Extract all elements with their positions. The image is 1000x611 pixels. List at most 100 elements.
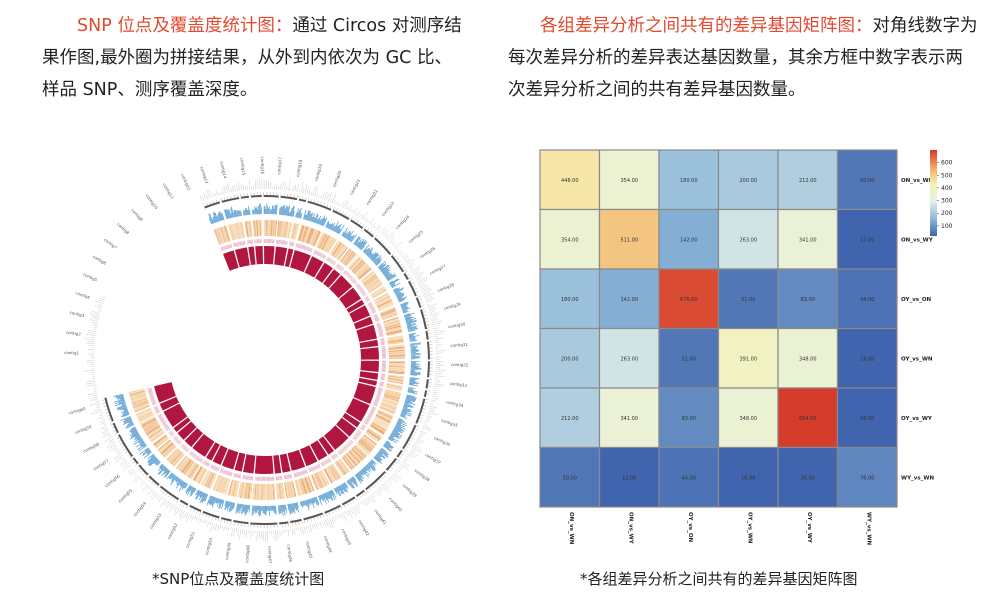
snp-bar <box>255 220 258 237</box>
outer-label-tick <box>405 457 409 461</box>
snp-bar <box>173 453 185 467</box>
snp-bar <box>373 292 389 302</box>
gc-bar <box>203 493 208 502</box>
depth-outline-tick <box>162 421 166 425</box>
gc-bar <box>334 488 338 493</box>
outer-label-tick <box>333 516 336 522</box>
gc-bar <box>215 497 218 503</box>
snp-bar <box>349 257 361 270</box>
outer-label-tick <box>329 198 332 202</box>
ideogram-tick <box>375 235 378 238</box>
outer-label-tick <box>240 184 242 191</box>
snp-bar <box>277 483 281 500</box>
gc-bar <box>180 481 185 487</box>
outer-label-tick <box>230 187 232 193</box>
depth-outline-tick <box>148 391 153 393</box>
depth-outline-tick <box>300 471 303 476</box>
ideogram-tick <box>405 271 408 274</box>
depth-outline-tick <box>358 430 362 433</box>
outer-label-tick <box>329 518 334 529</box>
contig-label: contig12 <box>180 173 192 191</box>
gc-bar <box>378 451 383 455</box>
gc-bar <box>335 224 341 233</box>
heatmap-cell-label: 50.00 <box>563 475 577 481</box>
depth-outline-tick <box>303 470 306 475</box>
ideogram-segment <box>263 195 279 198</box>
outer-label-tick <box>233 528 236 537</box>
depth-outline-tick <box>371 310 376 313</box>
depth-outline-tick <box>366 417 371 420</box>
gc-bar <box>385 441 391 445</box>
gc-bar <box>314 497 318 506</box>
depth-outline-tick <box>285 240 287 245</box>
gc-bar <box>336 487 342 496</box>
gc-bar <box>161 468 168 476</box>
ideogram-tick <box>153 483 156 487</box>
depth-outline-tick <box>156 411 161 414</box>
depth-outline-tick <box>374 317 379 320</box>
ideogram-segment <box>426 341 430 360</box>
gc-bar <box>398 299 405 303</box>
gc-bar <box>396 422 405 428</box>
gc-bar <box>368 253 373 258</box>
gc-bar <box>383 443 390 449</box>
outer-label-tick <box>297 527 299 531</box>
outer-label-tick <box>316 192 319 198</box>
outer-label-tick <box>239 529 242 540</box>
heatmap-cell <box>717 327 779 389</box>
gc-bar <box>322 218 326 226</box>
snp-bar <box>312 230 320 246</box>
depth-outline-tick <box>186 449 190 453</box>
gc-bar <box>228 209 232 219</box>
gc-bar <box>257 505 259 510</box>
depth-outline-tick <box>280 240 282 245</box>
snp-bar <box>336 245 347 260</box>
outer-label-tick <box>434 333 443 336</box>
snp-bar <box>238 481 243 498</box>
depth-outline-tick <box>294 473 296 478</box>
depth-outline-tick <box>191 453 195 457</box>
depth-outline-tick <box>377 392 382 394</box>
ideogram-tick <box>364 226 367 229</box>
outer-label-tick <box>400 254 403 257</box>
snp-bar <box>331 464 341 479</box>
snp-bar <box>306 228 314 244</box>
gc-bar <box>274 204 276 215</box>
gc-bar <box>213 216 217 223</box>
snp-bar <box>343 455 355 469</box>
snp-bar <box>305 227 312 244</box>
gc-bar <box>380 449 388 456</box>
snp-bar <box>131 397 147 403</box>
depth-outline-tick <box>377 391 382 393</box>
outer-label-tick <box>333 200 336 204</box>
ideogram-tick <box>334 509 337 513</box>
outer-label-tick <box>351 507 357 517</box>
depth-outline-tick <box>165 426 170 430</box>
gc-bar <box>369 461 376 469</box>
heatmap-cell <box>598 446 660 508</box>
snp-bar <box>131 398 148 404</box>
depth-outline-tick <box>295 243 297 248</box>
outer-label-tick <box>406 258 416 265</box>
depth-outline-tick <box>160 418 165 422</box>
outer-label-tick <box>113 447 119 452</box>
outer-label-tick <box>300 182 304 193</box>
depth-outline-tick <box>223 469 225 474</box>
depth-outline-tick <box>353 435 358 439</box>
ideogram-tick <box>423 314 427 316</box>
snp-bar <box>388 345 405 348</box>
gc-bar <box>391 284 396 288</box>
snp-bar <box>286 222 291 239</box>
gc-bar <box>402 407 412 412</box>
gc-bar <box>230 213 233 218</box>
gc-bar <box>115 395 124 399</box>
right-description-text: 对角线数字为每次差异分析的差异表达基因数量，其余方框中数字表示两次差异分析之间的… <box>508 16 978 100</box>
depth-outline-tick <box>335 453 339 457</box>
depth-outline-tick <box>229 471 232 476</box>
snp-bar <box>379 406 395 414</box>
snp-bar <box>230 480 235 496</box>
gc-bar <box>201 492 205 498</box>
outer-label-tick <box>108 435 112 438</box>
ideogram-tick <box>223 197 225 201</box>
gc-bar <box>281 205 284 216</box>
